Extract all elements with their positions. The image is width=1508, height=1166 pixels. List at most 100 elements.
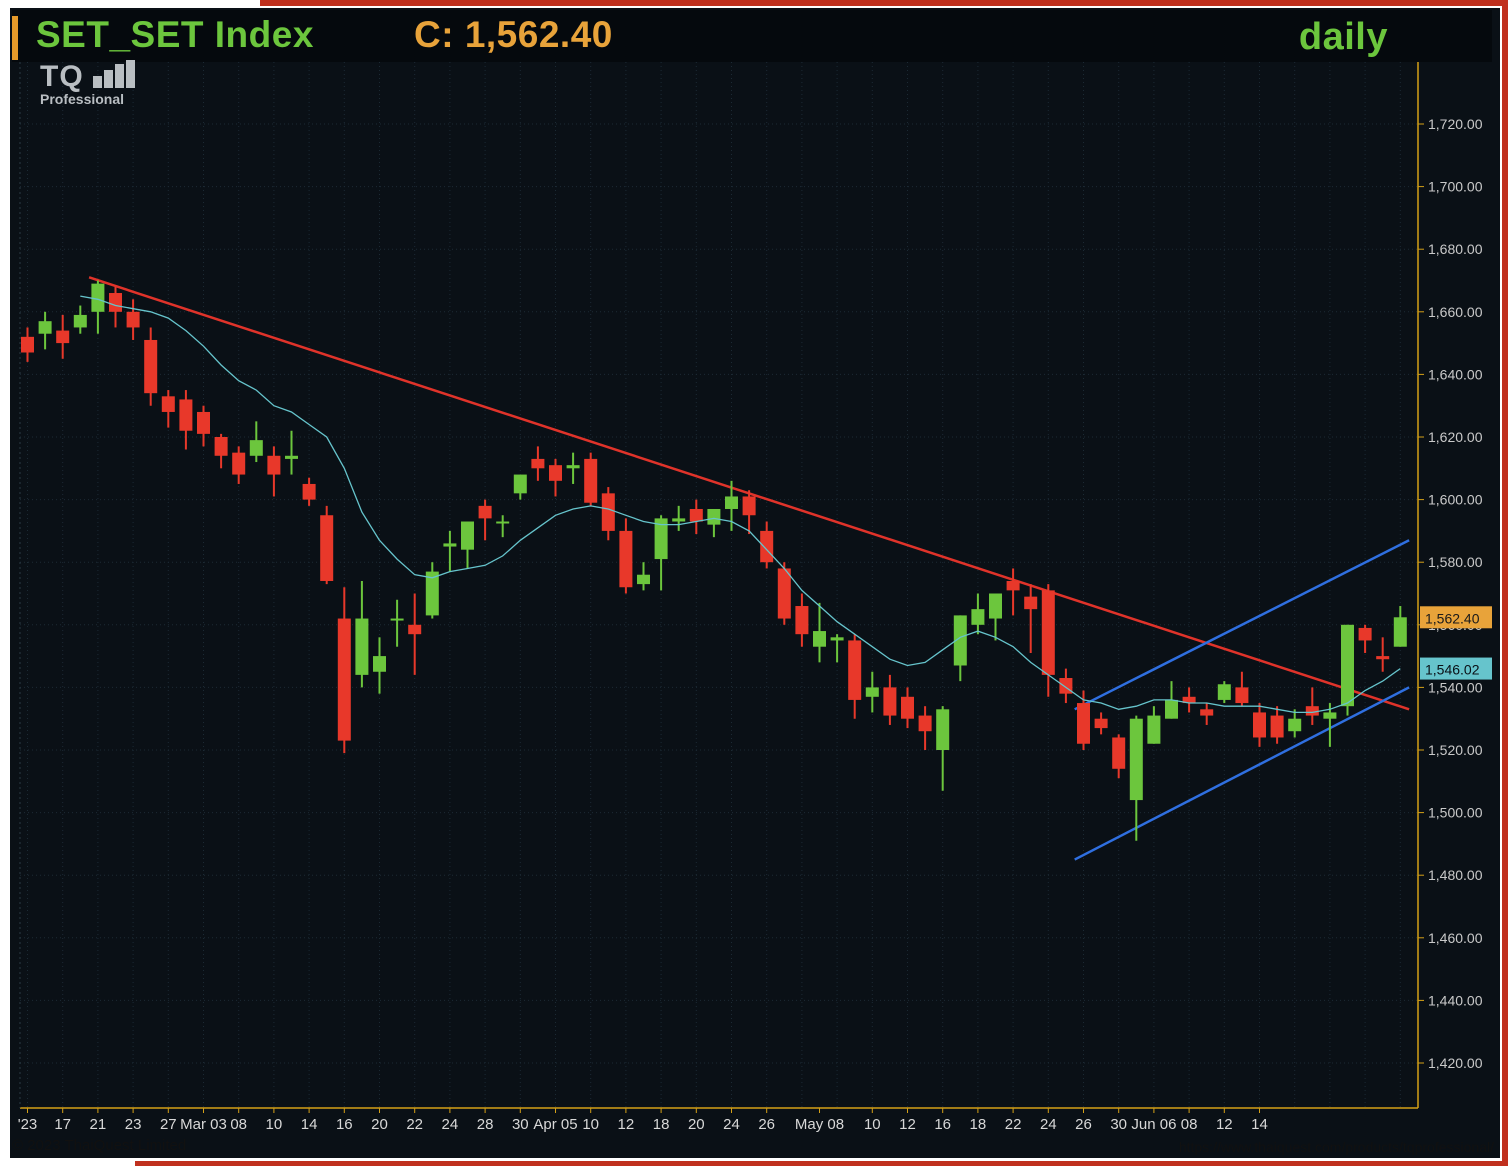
candle-down	[1094, 718, 1108, 729]
candle-down	[1305, 706, 1319, 716]
x-tick-label: 23	[125, 1116, 142, 1133]
candle-up	[1393, 617, 1407, 647]
candle-down	[1270, 715, 1284, 738]
y-tick-label: 1,620.00	[1428, 429, 1483, 445]
x-tick-label: 08	[230, 1116, 247, 1133]
candle-down	[689, 508, 703, 522]
candle-up	[425, 571, 439, 616]
candle-down	[601, 493, 615, 531]
candle-up	[936, 709, 950, 750]
frame-right-border	[1502, 0, 1508, 1166]
candle-down	[56, 330, 70, 344]
y-tick-label: 1,720.00	[1428, 116, 1483, 132]
candle-down	[742, 496, 756, 516]
candle-up	[672, 518, 686, 522]
candle-up	[707, 508, 721, 525]
candle-down	[267, 455, 281, 475]
candle-down	[1112, 737, 1126, 769]
candle-down	[179, 399, 193, 431]
x-tick-label: 10	[864, 1116, 881, 1133]
moving-average-line	[80, 295, 1401, 714]
candle-up	[865, 687, 879, 697]
candle-up	[637, 574, 650, 585]
candle-down	[337, 618, 351, 741]
logo-bars-icon	[93, 60, 136, 88]
candle-down	[549, 465, 562, 481]
y-tick-label: 1,480.00	[1428, 867, 1483, 883]
tq-logo: TQ Professional	[40, 60, 137, 107]
candle-up	[390, 618, 404, 621]
symbol-title: SET_SET Index	[36, 14, 314, 55]
x-tick-label: 10	[266, 1116, 283, 1133]
channel-upper-trendline	[1074, 539, 1410, 711]
close-price-tag-label: 1,562.40	[1425, 610, 1480, 626]
x-tick-label: 21	[90, 1116, 107, 1133]
candle-up	[1165, 699, 1178, 719]
x-tick-label: 18	[970, 1116, 987, 1133]
y-tick-label: 1,420.00	[1428, 1055, 1483, 1071]
x-tick-label: 08	[1181, 1116, 1198, 1133]
candle-down	[408, 624, 422, 635]
candle-up	[1147, 715, 1161, 744]
x-tick-label: Jun 06	[1131, 1116, 1176, 1133]
candle-down	[883, 687, 897, 716]
candle-up	[1288, 718, 1302, 732]
candle-up	[38, 321, 52, 334]
candle-down	[197, 411, 210, 434]
source-url[interactable]: https://www.thaiquest.com/products/tqpro…	[1178, 1139, 1494, 1155]
y-tick-label: 1,600.00	[1428, 492, 1483, 508]
x-tick-label: 18	[653, 1116, 670, 1133]
x-tick-label: 12	[1216, 1116, 1233, 1133]
candle-down	[320, 515, 334, 581]
x-tick-label: 22	[1005, 1116, 1022, 1133]
candle-up	[953, 615, 967, 666]
active-chart-marker	[12, 16, 18, 60]
candle-down	[21, 336, 34, 353]
x-tick-label: Apr 05	[533, 1116, 577, 1133]
candle-down	[918, 715, 932, 732]
candle-up	[725, 496, 738, 509]
y-tick-label: 1,540.00	[1428, 679, 1483, 695]
x-tick-label: 22	[406, 1116, 423, 1133]
candle-up	[461, 521, 474, 550]
candle-down	[619, 530, 633, 588]
y-tick-label: 1,520.00	[1428, 742, 1483, 758]
x-tick-label: 24	[1040, 1116, 1057, 1133]
x-tick-label: '23	[18, 1116, 38, 1133]
candle-down	[161, 396, 175, 412]
candle-down	[1376, 656, 1390, 660]
copyright-text: © 2023 ThaiQuest Limited	[12, 1137, 187, 1154]
candle-up	[513, 474, 527, 494]
candle-down	[1235, 687, 1249, 704]
candle-down	[1182, 696, 1196, 704]
candle-down	[1077, 703, 1090, 744]
candle-down	[214, 437, 228, 456]
candle-down	[901, 696, 914, 719]
x-tick-label: 30	[1110, 1116, 1127, 1133]
candle-down	[1358, 627, 1372, 641]
candle-up	[373, 656, 386, 672]
y-tick-label: 1,660.00	[1428, 304, 1483, 320]
candle-down	[1041, 590, 1055, 675]
x-tick-label: 20	[371, 1116, 388, 1133]
y-tick-label: 1,500.00	[1428, 805, 1483, 821]
candle-up	[989, 593, 1002, 619]
y-tick-label: 1,460.00	[1428, 930, 1483, 946]
chart-panel	[10, 8, 1500, 1158]
candle-down	[1200, 709, 1214, 716]
candle-up	[355, 618, 369, 675]
candle-down	[531, 458, 545, 469]
y-tick-label: 1,580.00	[1428, 554, 1483, 570]
candle-up	[813, 631, 826, 647]
title-bar: SET_SET Index C: 1,562.40 daily	[12, 10, 1492, 62]
x-tick-label: Mar 03	[180, 1116, 227, 1133]
x-tick-label: 24	[723, 1116, 740, 1133]
x-tick-label: 28	[477, 1116, 494, 1133]
close-price-tag	[1420, 606, 1492, 629]
candle-down	[1006, 580, 1020, 591]
candle-up	[285, 455, 298, 459]
x-tick-label: 16	[934, 1116, 951, 1133]
period-label[interactable]: daily	[1298, 16, 1388, 58]
candle-up	[566, 465, 580, 469]
